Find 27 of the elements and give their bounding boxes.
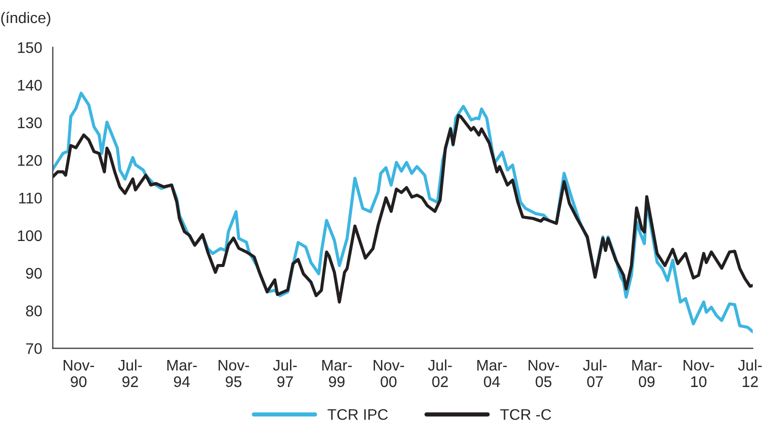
x-tick-label: Nov- 10 [684, 360, 714, 388]
x-tick-label: Jul- 12 [738, 359, 762, 387]
y-tick-label: 120 [18, 155, 42, 166]
x-tick-label: Jul- 07 [583, 359, 607, 388]
y-tick-label: 80 [26, 306, 42, 316]
x-tick-label: Jul- 92 [118, 359, 142, 388]
x-tick-label: Jul- 02 [428, 359, 452, 388]
x-tick-label: Mar- 94 [167, 360, 197, 388]
y-axis-title: (índice) [1, 12, 50, 26]
x-tick-label: Jul- 97 [273, 359, 297, 388]
y-tick-label: 100 [18, 230, 42, 242]
x-tick-label: Nov- 00 [374, 360, 404, 388]
x-tick-label: Mar- 99 [322, 360, 352, 388]
legend-label: TCR IPC [328, 409, 388, 420]
y-tick-label: 90 [26, 268, 42, 279]
y-tick-label: 140 [18, 80, 42, 91]
x-tick-label: Nov- 90 [64, 360, 94, 388]
x-tick-label: Mar- 04 [477, 360, 507, 388]
x-tick-label: Nov- 05 [528, 360, 560, 388]
line-series [52, 114, 753, 304]
x-tick-label: Nov- 95 [218, 360, 249, 388]
y-tick-label: 110 [19, 192, 42, 204]
y-tick-label: 130 [18, 117, 42, 128]
legend-label: TCR -C [500, 409, 552, 420]
y-tick-label: 150 [18, 42, 42, 53]
x-tick-label: Mar- 09 [632, 360, 662, 388]
y-tick-label: 70 [26, 343, 42, 354]
